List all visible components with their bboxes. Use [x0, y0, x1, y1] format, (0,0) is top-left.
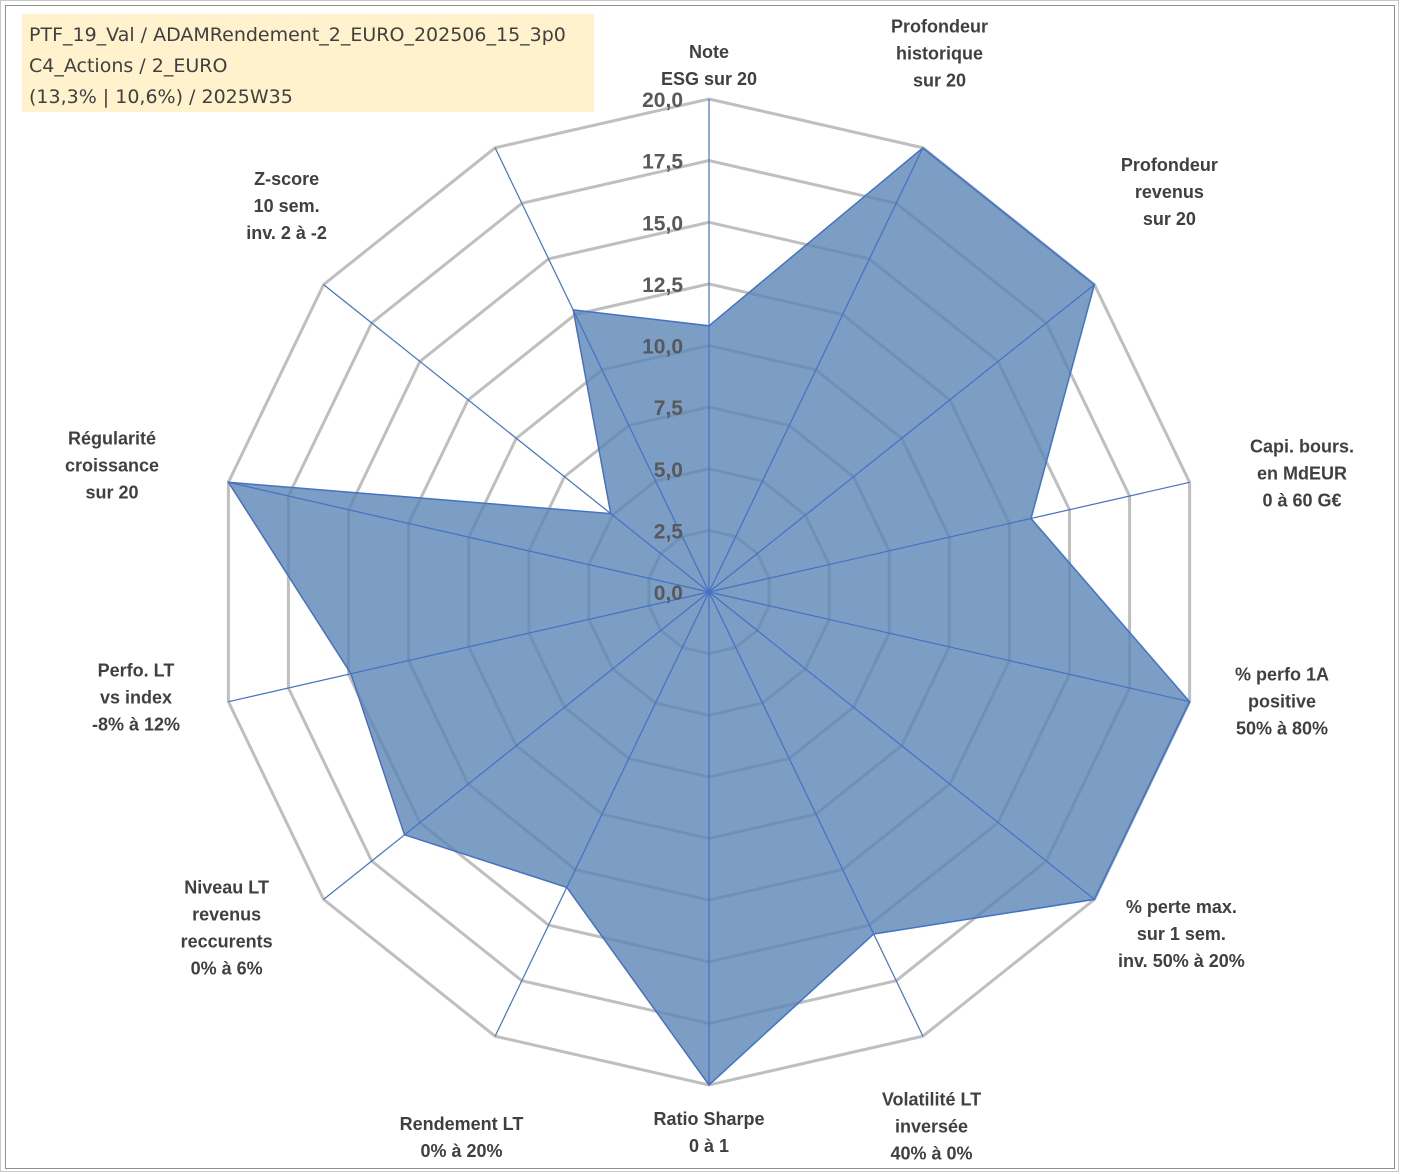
axis-spoke: [323, 591, 710, 900]
axis-label-line: ESG sur 20: [661, 69, 757, 89]
axis-label-line: % perte max.: [1126, 897, 1237, 917]
radar-tick-labels: 0,0 2,5 5,0 7,5 10,0 12,5 15,0 17,5 20,0: [642, 89, 683, 605]
axis-label: Régularité croissance sur 20: [65, 428, 159, 502]
portfolio-info-box: PTF_19_Val / ADAMRendement_2_EURO_202506…: [22, 14, 594, 112]
axis-label: Rendement LT 0% à 20%: [400, 1114, 524, 1161]
axis-spoke: [494, 147, 710, 593]
tick-label: 10,0: [642, 336, 683, 359]
tick-label: 7,5: [654, 397, 684, 420]
axis-spoke: [323, 284, 710, 593]
tick-label: 5,0: [654, 459, 683, 482]
axis-label: Note ESG sur 20: [661, 42, 757, 89]
axis-spoke: [228, 481, 710, 593]
axis-label-line: inv. 2 à -2: [246, 223, 327, 243]
tick-label: 17,5: [642, 151, 683, 174]
radar-axes: [228, 99, 1190, 1085]
axis-spoke: [228, 591, 710, 703]
axis-label-line: revenus: [1135, 182, 1204, 202]
axis-label: Ratio Sharpe 0 à 1: [653, 1109, 764, 1156]
axis-label-line: revenus: [192, 904, 261, 924]
axis-spoke: [494, 591, 710, 1037]
tick-label: 12,5: [642, 274, 683, 297]
axis-label-line: vs index: [100, 688, 172, 708]
axis-label-line: 0 à 60 G€: [1262, 490, 1341, 510]
tick-label: 2,5: [654, 520, 684, 543]
axis-label: Volatilité LT inversée 40% à 0%: [882, 1090, 981, 1164]
axis-label-line: historique: [896, 43, 983, 63]
axis-label-line: Note: [689, 42, 729, 62]
axis-label-line: inversée: [895, 1117, 968, 1137]
portfolio-info-line-1: PTF_19_Val / ADAMRendement_2_EURO_202506…: [29, 24, 566, 46]
axis-label-line: positive: [1248, 692, 1316, 712]
axis-label-line: Perfo. LT: [98, 661, 175, 681]
tick-label: 15,0: [642, 212, 683, 235]
axis-label-line: Profondeur: [891, 16, 988, 36]
axis-label-line: % perfo 1A: [1235, 665, 1329, 685]
portfolio-info-line-2: C4_Actions / 2_EURO: [29, 55, 228, 77]
portfolio-info-line-3: (13,3% | 10,6%) / 2025W35: [29, 86, 293, 108]
axis-spoke: [708, 481, 1190, 593]
axis-label-line: Régularité: [68, 428, 156, 448]
axis-label: Profondeur historique sur 20: [891, 16, 988, 90]
axis-label-line: Z-score: [254, 169, 319, 189]
axis-label-line: 0% à 6%: [191, 958, 263, 978]
radar-axis-labels: Note ESG sur 20 Profondeur historique sur 20…: [65, 16, 1354, 1163]
axis-label-line: 0% à 20%: [420, 1141, 502, 1161]
axis-label: Niveau LT revenus reccurents 0% à 6%: [181, 877, 273, 978]
axis-label: Profondeur revenus sur 20: [1121, 155, 1218, 229]
axis-label-line: sur 20: [85, 482, 138, 502]
axis-spoke: [708, 591, 1095, 900]
axis-label-line: croissance: [65, 455, 159, 475]
axis-label-line: sur 20: [1143, 209, 1196, 229]
axis-label-line: 10 sem.: [254, 196, 320, 216]
axis-label-line: en MdEUR: [1257, 463, 1347, 483]
axis-label-line: Profondeur: [1121, 155, 1218, 175]
axis-spoke: [708, 591, 924, 1037]
axis-label-line: inv. 50% à 20%: [1118, 951, 1245, 971]
axis-label-line: 0 à 1: [689, 1136, 729, 1156]
axis-label-line: Rendement LT: [400, 1114, 524, 1134]
axis-label-line: Niveau LT: [184, 877, 269, 897]
axis-label-line: Ratio Sharpe: [653, 1109, 764, 1129]
axis-label: Perfo. LT vs index -8% à 12%: [92, 661, 180, 735]
axis-label: Z-score 10 sem. inv. 2 à -2: [246, 169, 327, 243]
chart-frame-inner: [5, 5, 1395, 1169]
axis-spoke: [708, 591, 1190, 703]
axis-spoke: [708, 147, 924, 593]
tick-label: 0,0: [654, 582, 683, 605]
axis-label-line: 40% à 0%: [890, 1144, 972, 1164]
axis-label-line: reccurents: [181, 931, 273, 951]
axis-label-line: sur 1 sem.: [1137, 924, 1226, 944]
axis-label: Capi. bours. en MdEUR 0 à 60 G€: [1250, 436, 1354, 510]
axis-label-line: 50% à 80%: [1236, 719, 1328, 739]
axis-label-line: Volatilité LT: [882, 1090, 981, 1110]
tick-label: 20,0: [642, 89, 683, 112]
axis-label-line: Capi. bours.: [1250, 436, 1354, 456]
axis-label: % perte max. sur 1 sem. inv. 50% à 20%: [1118, 897, 1245, 971]
axis-spoke: [708, 284, 1095, 593]
axis-label-line: -8% à 12%: [92, 715, 180, 735]
axis-label-line: sur 20: [913, 70, 966, 90]
axis-label: % perfo 1A positive 50% à 80%: [1235, 665, 1329, 739]
